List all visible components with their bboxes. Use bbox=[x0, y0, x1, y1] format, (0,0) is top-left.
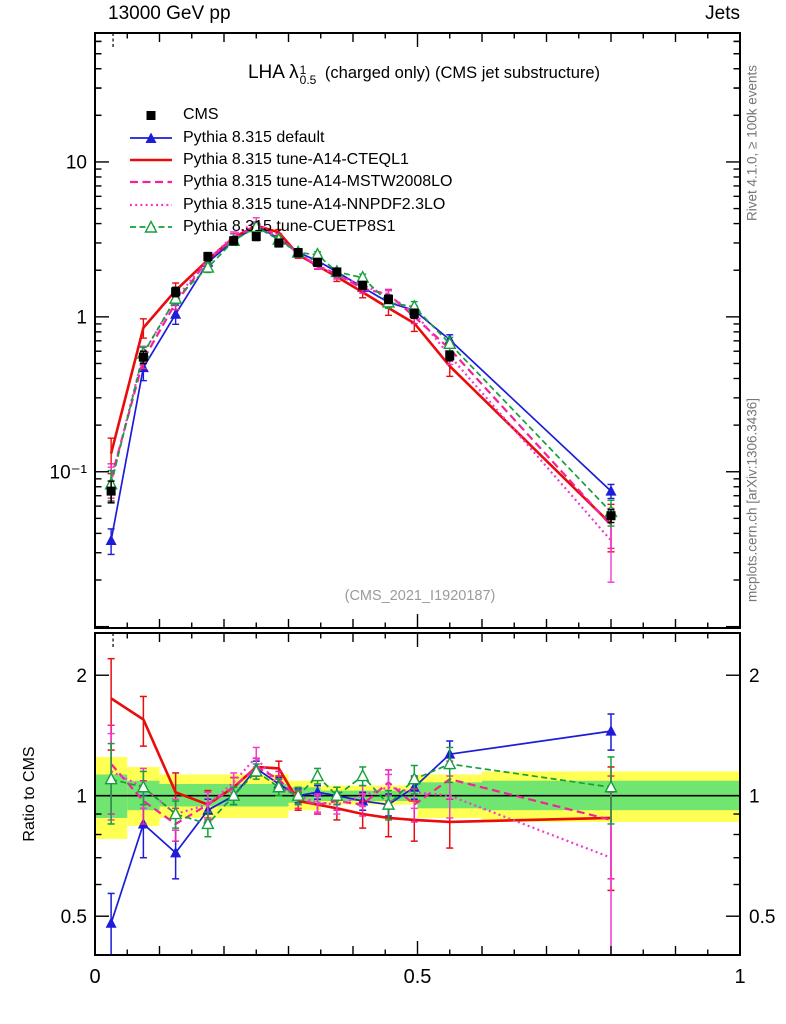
x-tick-label: 0.5 bbox=[404, 966, 432, 988]
data-point-marker bbox=[445, 351, 455, 361]
x-tick-label: 0 bbox=[89, 966, 100, 988]
main-y-tick-label: 1 bbox=[76, 307, 87, 328]
ratio-y-tick-label-right: 0.5 bbox=[749, 907, 775, 928]
series-line bbox=[110, 220, 612, 542]
cms-data-points bbox=[106, 232, 616, 524]
x-tick-label: 1 bbox=[734, 966, 745, 988]
data-point-marker bbox=[227, 788, 241, 801]
ratio-series-layer bbox=[104, 657, 618, 955]
series-line bbox=[110, 226, 612, 513]
data-point-marker bbox=[168, 291, 183, 304]
rivet-version-note: Rivet 4.1.0, ≥ 100k events bbox=[744, 65, 760, 221]
data-point-marker bbox=[310, 768, 325, 782]
data-point-marker bbox=[229, 236, 239, 246]
legend-marker-icon bbox=[130, 181, 172, 184]
legend-item: Pythia 8.315 tune-A14-MSTW2008LO bbox=[128, 171, 452, 193]
title-qualifier: (charged only) (CMS jet substructure) bbox=[320, 64, 601, 82]
data-point-marker bbox=[105, 917, 117, 928]
legend-label: Pythia 8.315 tune-A14-MSTW2008LO bbox=[183, 173, 453, 191]
series-line bbox=[110, 224, 612, 527]
series-line bbox=[110, 755, 612, 859]
main-y-tick-label: 10 bbox=[66, 153, 87, 174]
mcplots-citation-note: mcplots.cern.ch [arXiv:1306.3436] bbox=[744, 397, 760, 603]
data-point-marker bbox=[138, 352, 148, 362]
data-point-marker bbox=[443, 756, 457, 770]
legend-label: Pythia 8.315 default bbox=[183, 128, 325, 146]
legend-item: CMS bbox=[128, 104, 452, 126]
title-observable: LHA λ bbox=[247, 62, 299, 83]
ratio-y-tick-label-right: 2 bbox=[749, 666, 760, 687]
main-panel-frame bbox=[94, 32, 741, 629]
data-point-marker bbox=[409, 309, 419, 319]
data-point-marker bbox=[291, 788, 305, 801]
data-point-marker bbox=[313, 257, 323, 267]
data-point-marker bbox=[105, 534, 117, 545]
data-point-marker bbox=[201, 260, 215, 273]
data-point-marker bbox=[356, 768, 370, 782]
legend-item: Pythia 8.315 tune-CUETP8S1 bbox=[128, 216, 452, 238]
plot-title: LHA λ 1 0.5 (charged only) (CMS jet substr… bbox=[247, 62, 601, 87]
data-point-marker bbox=[606, 511, 616, 521]
main-series-layer bbox=[104, 217, 618, 583]
data-point-marker bbox=[381, 797, 396, 810]
series-line bbox=[109, 224, 612, 525]
data-point-marker bbox=[136, 779, 151, 793]
beam-energy-label: 13000 GeV pp bbox=[108, 3, 231, 24]
title-indices: 1 0.5 bbox=[299, 62, 317, 87]
ratio-y-axis-label: Ratio to CMS bbox=[21, 746, 38, 842]
process-label: Jets bbox=[705, 3, 740, 24]
main-y-tick-label: 10⁻¹ bbox=[50, 462, 88, 483]
data-point-marker bbox=[170, 846, 182, 858]
data-point-marker bbox=[383, 294, 393, 304]
legend-label: Pythia 8.315 tune-A14-CTEQL1 bbox=[183, 150, 409, 168]
legend-marker-icon bbox=[130, 203, 172, 206]
legend-label: CMS bbox=[183, 106, 219, 124]
series-line bbox=[110, 225, 612, 541]
legend-marker-icon bbox=[130, 158, 172, 162]
legend-marker-icon bbox=[146, 111, 156, 121]
data-point-marker bbox=[249, 763, 263, 777]
legend-label: Pythia 8.315 tune-A14-NNPDF2.3LO bbox=[183, 195, 446, 213]
legend-item: Pythia 8.315 default bbox=[128, 126, 452, 148]
data-point-marker bbox=[407, 771, 421, 785]
data-point-marker bbox=[605, 725, 617, 736]
data-point-marker bbox=[203, 252, 213, 262]
data-point-marker bbox=[604, 779, 618, 793]
data-point-marker bbox=[106, 486, 116, 496]
data-point-marker bbox=[272, 779, 286, 793]
ratio-y-tick-label: 2 bbox=[76, 666, 87, 687]
legend-item: Pythia 8.315 tune-A14-NNPDF2.3LO bbox=[128, 194, 452, 216]
data-point-marker bbox=[170, 308, 182, 319]
analysis-id-watermark: (CMS_2021_I1920187) bbox=[344, 588, 496, 604]
data-point-marker bbox=[168, 806, 183, 820]
data-point-marker bbox=[251, 232, 261, 242]
data-point-marker bbox=[171, 287, 181, 297]
data-point-marker bbox=[146, 111, 156, 121]
data-point-marker bbox=[104, 771, 118, 785]
data-point-marker bbox=[293, 248, 303, 258]
data-point-marker bbox=[443, 336, 457, 349]
data-point-marker bbox=[605, 485, 617, 496]
data-point-marker bbox=[330, 788, 344, 801]
legend-label: Pythia 8.315 tune-CUETP8S1 bbox=[183, 218, 396, 236]
ratio-y-tick-label: 0.5 bbox=[61, 907, 87, 928]
ratio-y-tick-label-right: 1 bbox=[749, 786, 760, 807]
legend-marker-icon bbox=[130, 220, 172, 233]
ratio-panel-frame bbox=[94, 632, 741, 956]
data-point-marker bbox=[249, 219, 263, 233]
data-point-marker bbox=[145, 132, 157, 143]
series-line bbox=[110, 730, 612, 924]
data-point-marker bbox=[332, 267, 342, 277]
ratio-y-tick-label: 1 bbox=[76, 786, 87, 807]
data-point-marker bbox=[274, 238, 284, 248]
data-point-marker bbox=[358, 280, 368, 290]
legend-item: Pythia 8.315 tune-A14-CTEQL1 bbox=[128, 149, 452, 171]
data-point-marker bbox=[201, 816, 215, 830]
legend-marker-icon bbox=[130, 132, 172, 143]
legend: CMS Pythia 8.315 default Pythia 8.315 tune… bbox=[128, 104, 452, 238]
data-point-marker bbox=[144, 220, 158, 233]
